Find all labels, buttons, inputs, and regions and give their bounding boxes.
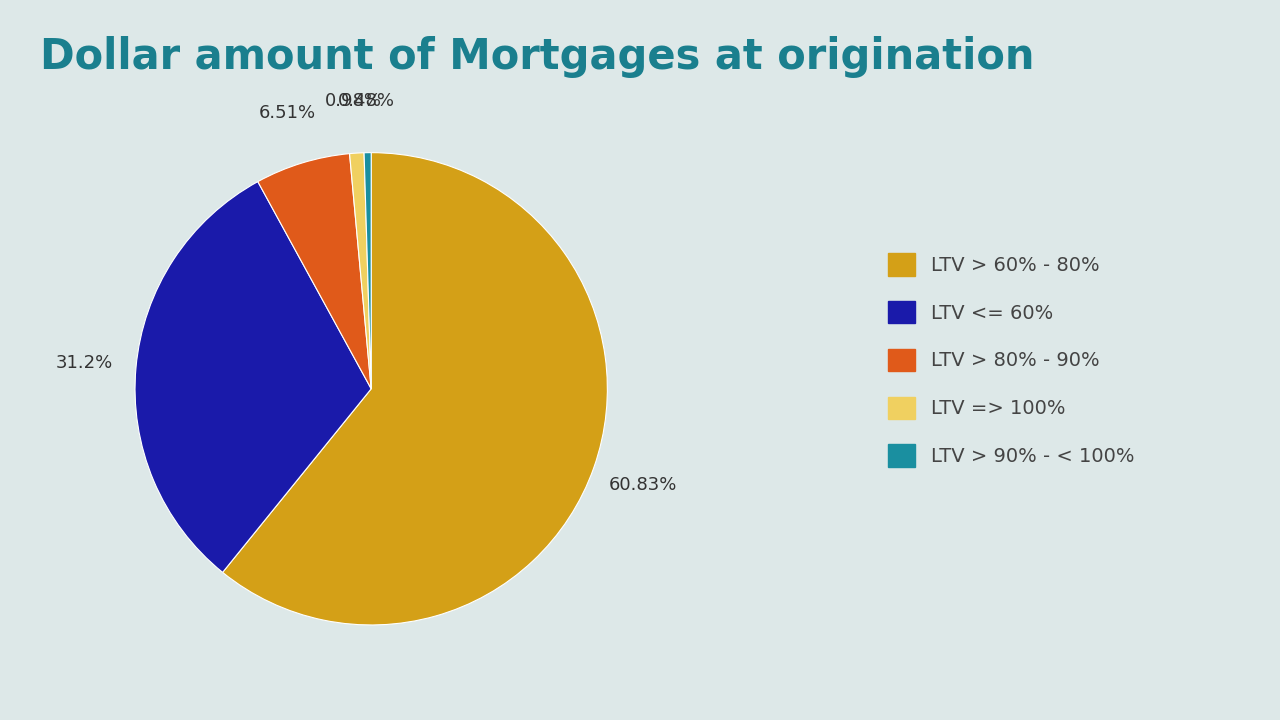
Wedge shape (136, 181, 371, 572)
Text: Dollar amount of Mortgages at origination: Dollar amount of Mortgages at originatio… (41, 36, 1034, 78)
Text: 6.51%: 6.51% (259, 104, 316, 122)
Wedge shape (364, 153, 371, 389)
Wedge shape (257, 153, 371, 389)
Legend: LTV > 60% - 80%, LTV <= 60%, LTV > 80% - 90%, LTV => 100%, LTV > 90% - < 100%: LTV > 60% - 80%, LTV <= 60%, LTV > 80% -… (878, 243, 1144, 477)
Text: 0.98%: 0.98% (325, 92, 383, 110)
Wedge shape (223, 153, 607, 625)
Text: 0.48%: 0.48% (338, 91, 396, 109)
Wedge shape (349, 153, 371, 389)
Text: 31.2%: 31.2% (55, 354, 113, 372)
Text: 60.83%: 60.83% (608, 476, 677, 494)
